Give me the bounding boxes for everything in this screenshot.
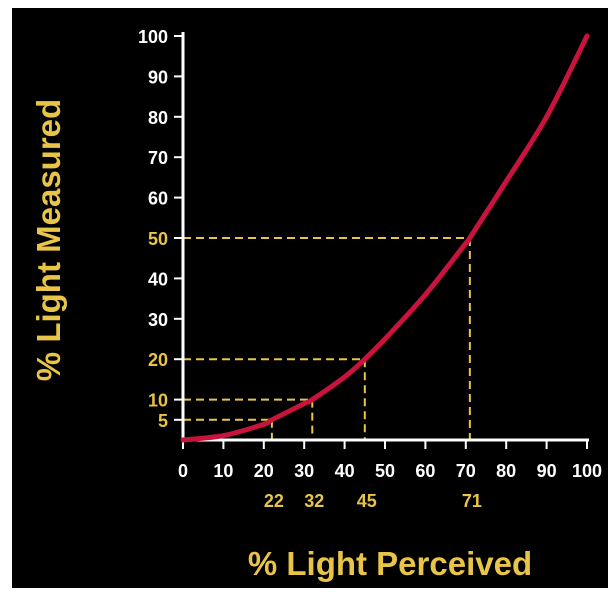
- y-tick-label: 5: [158, 411, 168, 431]
- reference-x-label: 22: [264, 491, 284, 511]
- chart-background: [12, 8, 608, 588]
- reference-x-label: 71: [462, 491, 482, 511]
- x-tick-label: 50: [375, 461, 395, 481]
- x-tick-label: 10: [213, 461, 233, 481]
- y-tick-label: 30: [148, 310, 168, 330]
- x-tick-label: 0: [178, 461, 188, 481]
- x-tick-label: 90: [537, 461, 557, 481]
- x-tick-label: 70: [456, 461, 476, 481]
- x-tick-label: 60: [415, 461, 435, 481]
- y-tick-label: 80: [148, 108, 168, 128]
- y-tick-label: 60: [148, 189, 168, 209]
- y-tick-label: 100: [138, 27, 168, 47]
- y-tick-label: 70: [148, 148, 168, 168]
- y-tick-label: 10: [148, 391, 168, 411]
- series-line: [180, 33, 590, 443]
- reference-lines: [183, 237, 471, 440]
- y-tick-label: 50: [148, 229, 168, 249]
- y-axis-title: % Light Measured: [30, 99, 67, 381]
- x-tick-label: 20: [254, 461, 274, 481]
- x-tick-label: 100: [572, 461, 602, 481]
- axes: [174, 32, 589, 449]
- x-tick-label: 40: [335, 461, 355, 481]
- reference-x-label: 32: [304, 491, 324, 511]
- y-tick-label: 90: [148, 67, 168, 87]
- x-axis-title: % Light Perceived: [248, 545, 532, 582]
- x-tick-label: 30: [294, 461, 314, 481]
- y-tick-label: 40: [148, 269, 168, 289]
- curve-layer: [180, 33, 590, 443]
- x-tick-label: 80: [496, 461, 516, 481]
- reference-x-label: 45: [357, 491, 377, 511]
- y-tick-label: 20: [148, 350, 168, 370]
